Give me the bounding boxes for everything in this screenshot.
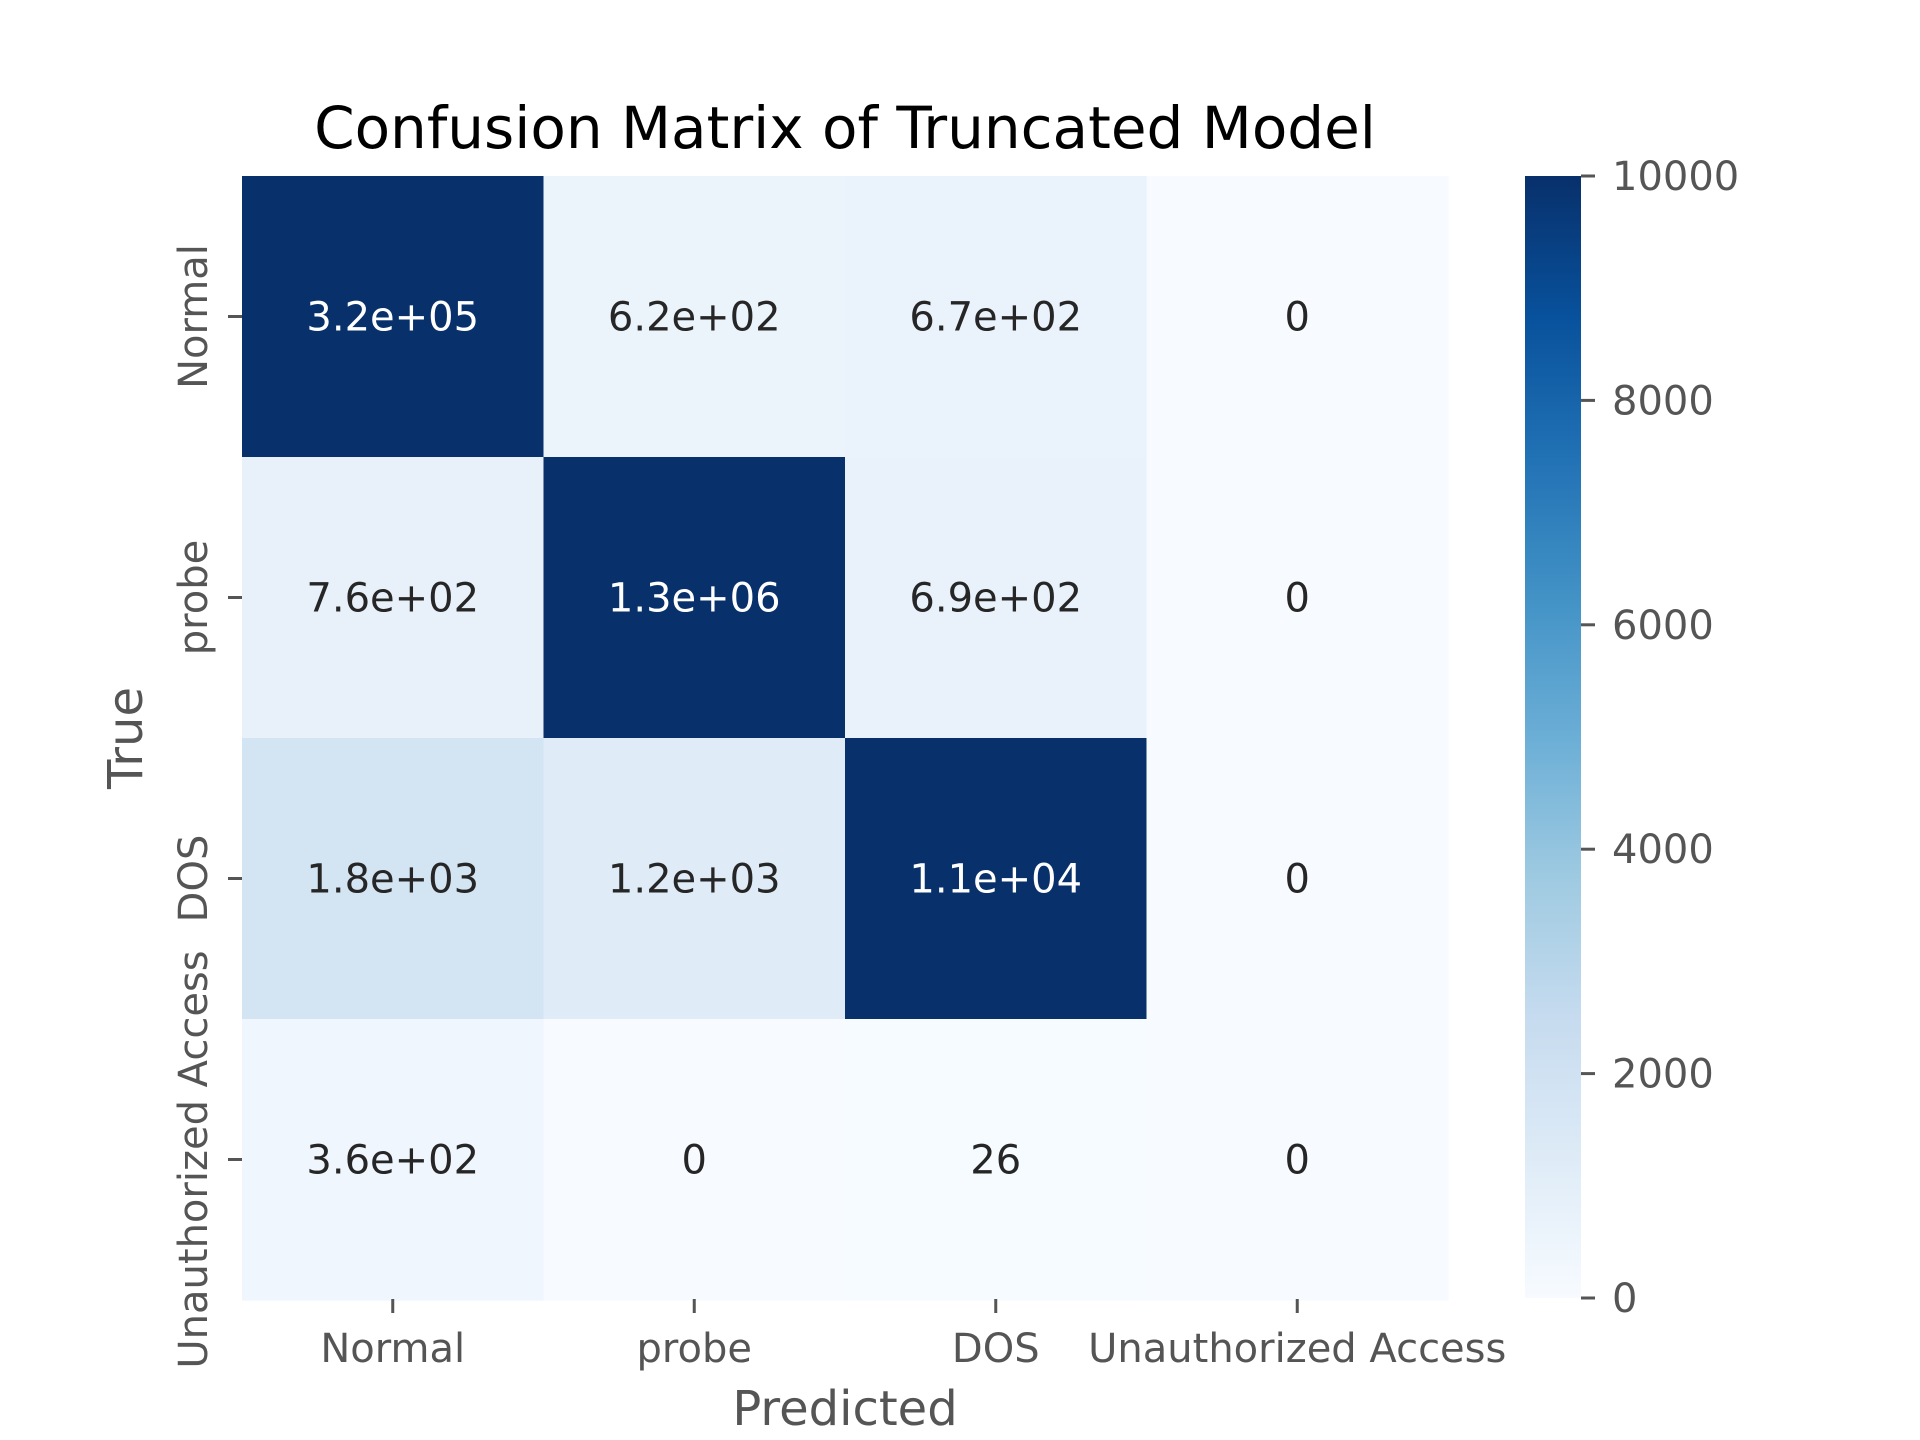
cell-value-r1-c1: 1.3e+06 (608, 576, 781, 622)
colorbar (1525, 176, 1581, 1298)
colorbar-tick-label: 4000 (1612, 827, 1714, 873)
colorbar-tick-label: 6000 (1612, 603, 1714, 649)
heatmap-cell-r3-c3 (1146, 1019, 1449, 1301)
x-axis-label: Predicted (732, 1381, 957, 1437)
y-tick-label: Unauthorized Access (171, 950, 217, 1368)
heatmap-cell-r1-c2 (845, 457, 1148, 739)
heatmap-cell-r1-c0 (242, 457, 545, 739)
cell-value-r1-c3: 0 (1285, 576, 1310, 622)
colorbar-tick-label: 2000 (1612, 1052, 1714, 1098)
cell-value-r3-c2: 26 (970, 1138, 1021, 1184)
y-tick-label: Normal (171, 244, 217, 389)
cell-value-r3-c0: 3.6e+02 (306, 1138, 479, 1184)
cell-value-r1-c0: 7.6e+02 (306, 576, 479, 622)
x-axis-ticks: Normal probe DOS Unauthorized Access (320, 1299, 1506, 1372)
cell-value-r1-c2: 6.9e+02 (909, 576, 1082, 622)
heatmap-cells (242, 176, 1449, 1301)
heatmap-cell-r2-c0 (242, 738, 545, 1020)
cell-value-r2-c3: 0 (1285, 857, 1310, 903)
x-tick-label: Normal (320, 1326, 465, 1372)
cell-value-r0-c2: 6.7e+02 (909, 295, 1082, 341)
colorbar-tick-label: 0 (1612, 1276, 1637, 1322)
y-tick-label: DOS (171, 835, 217, 923)
colorbar-ticks: 0 2000 4000 6000 8000 10000 (1581, 154, 1739, 1322)
heatmap-cell-r2-c3 (1146, 738, 1449, 1020)
colorbar-tick-label: 8000 (1612, 378, 1714, 424)
heatmap-cell-labels: 3.2e+05 6.2e+02 6.7e+02 0 7.6e+02 1.3e+06 6.9e… (306, 295, 1310, 1184)
y-axis-ticks: Normal probe DOS Unauthorized Access (171, 244, 242, 1369)
heatmap-cell-r2-c2 (845, 738, 1148, 1020)
cell-value-r0-c0: 3.2e+05 (306, 295, 479, 341)
heatmap-cell-r0-c2 (845, 176, 1148, 458)
cell-value-r0-c3: 0 (1285, 295, 1310, 341)
y-axis-label: True (98, 687, 154, 790)
cell-value-r2-c0: 1.8e+03 (306, 857, 479, 903)
cell-value-r3-c3: 0 (1285, 1138, 1310, 1184)
heatmap-cell-r3-c2 (845, 1019, 1148, 1301)
colorbar-tick-label: 10000 (1612, 154, 1739, 200)
x-tick-label: probe (637, 1326, 752, 1372)
cell-value-r2-c2: 1.1e+04 (909, 857, 1082, 903)
cell-value-r3-c1: 0 (682, 1138, 707, 1184)
x-tick-label: DOS (952, 1326, 1040, 1372)
heatmap-cell-r0-c0 (242, 176, 545, 458)
heatmap-cell-r0-c3 (1146, 176, 1449, 458)
heatmap-cell-r0-c1 (543, 176, 846, 458)
x-tick-label: Unauthorized Access (1088, 1326, 1506, 1372)
heatmap-cell-r3-c1 (543, 1019, 846, 1301)
y-tick-label: probe (171, 540, 217, 655)
heatmap-cell-r3-c0 (242, 1019, 545, 1301)
heatmap-cell-r1-c3 (1146, 457, 1449, 739)
chart-title: Confusion Matrix of Truncated Model (314, 94, 1376, 162)
cell-value-r2-c1: 1.2e+03 (608, 857, 781, 903)
heatmap-cell-r2-c1 (543, 738, 846, 1020)
heatmap-cell-r1-c1 (543, 457, 846, 739)
cell-value-r0-c1: 6.2e+02 (608, 295, 781, 341)
